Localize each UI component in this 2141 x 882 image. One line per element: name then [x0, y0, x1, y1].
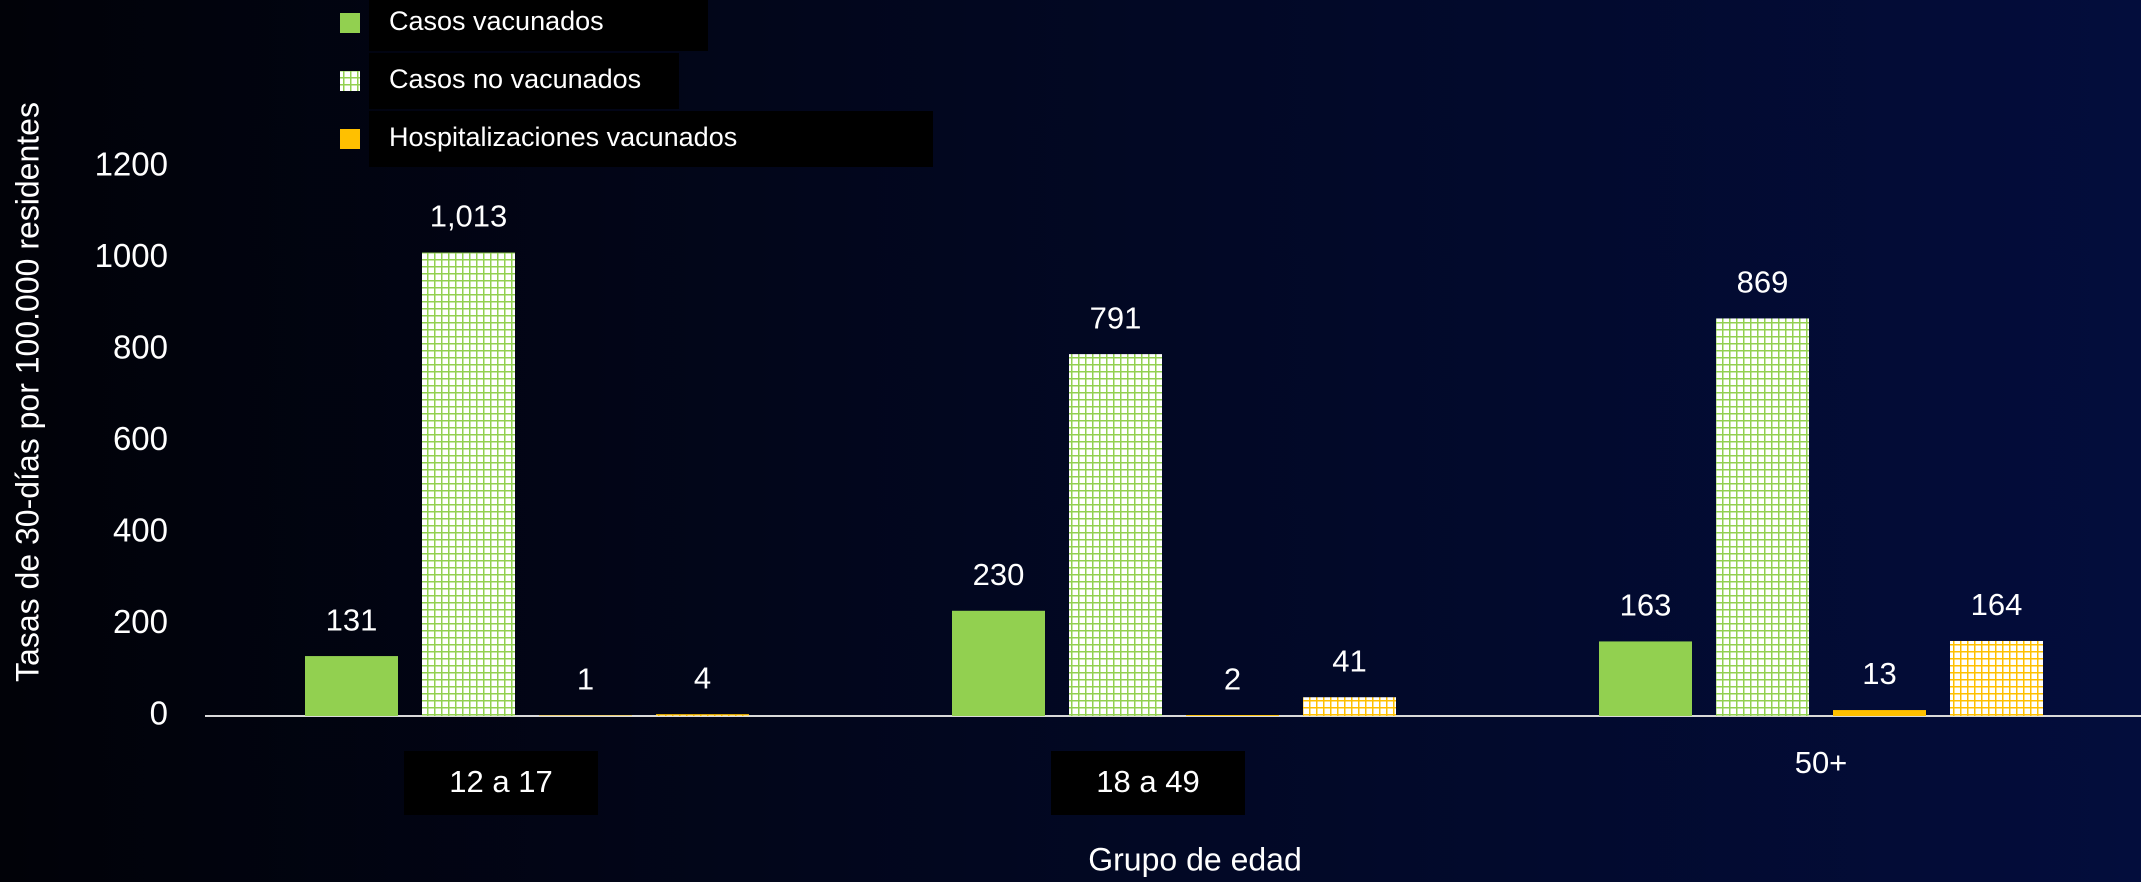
value-label: 131 — [326, 602, 378, 637]
legend-swatch — [340, 71, 360, 91]
value-label: 1 — [577, 662, 594, 697]
value-label: 230 — [973, 557, 1025, 592]
legend-box — [369, 0, 708, 51]
legend-swatch — [340, 129, 360, 149]
legend-label: Casos vacunados — [389, 6, 604, 36]
y-tick-label: 1000 — [95, 237, 168, 274]
x-axis-label: Grupo de edad — [1088, 841, 1302, 877]
bar — [305, 656, 398, 716]
x-tick-label: 18 a 49 — [1096, 764, 1199, 799]
value-label: 1,013 — [430, 199, 508, 234]
bar — [952, 610, 1045, 716]
value-label: 2 — [1224, 661, 1241, 696]
legend-label: Casos no vacunados — [389, 64, 641, 94]
bar — [1716, 318, 1809, 716]
value-label: 869 — [1737, 265, 1789, 300]
bar — [1833, 710, 1926, 716]
bar — [1069, 354, 1162, 716]
bar — [422, 252, 515, 717]
y-tick-label: 400 — [113, 512, 168, 549]
x-tick-label: 12 a 17 — [449, 764, 552, 799]
y-tick-label: 600 — [113, 420, 168, 457]
legend-box — [369, 111, 933, 167]
value-label: 163 — [1620, 588, 1672, 623]
x-tick-label: 50+ — [1795, 745, 1848, 780]
value-label: 4 — [694, 660, 711, 695]
y-tick-label: 200 — [113, 603, 168, 640]
y-tick-label: 1200 — [95, 146, 168, 183]
label-box — [404, 751, 598, 815]
value-label: 791 — [1090, 300, 1142, 335]
bar — [1303, 697, 1396, 716]
y-axis-label: Tasas de 30-días por 100.000 residentes — [9, 102, 45, 682]
y-tick-label: 0 — [150, 695, 168, 732]
value-label: 41 — [1332, 643, 1366, 678]
label-box — [1051, 751, 1245, 815]
value-label: 13 — [1862, 656, 1896, 691]
legend-label: Hospitalizaciones vacunados — [389, 122, 737, 152]
value-label: 164 — [1971, 587, 2023, 622]
legend-box — [369, 53, 679, 109]
bar — [1186, 715, 1279, 716]
bar — [656, 714, 749, 716]
bar — [1950, 640, 2043, 716]
bar — [1599, 641, 1692, 716]
y-tick-label: 800 — [113, 329, 168, 366]
legend-swatch — [340, 13, 360, 33]
